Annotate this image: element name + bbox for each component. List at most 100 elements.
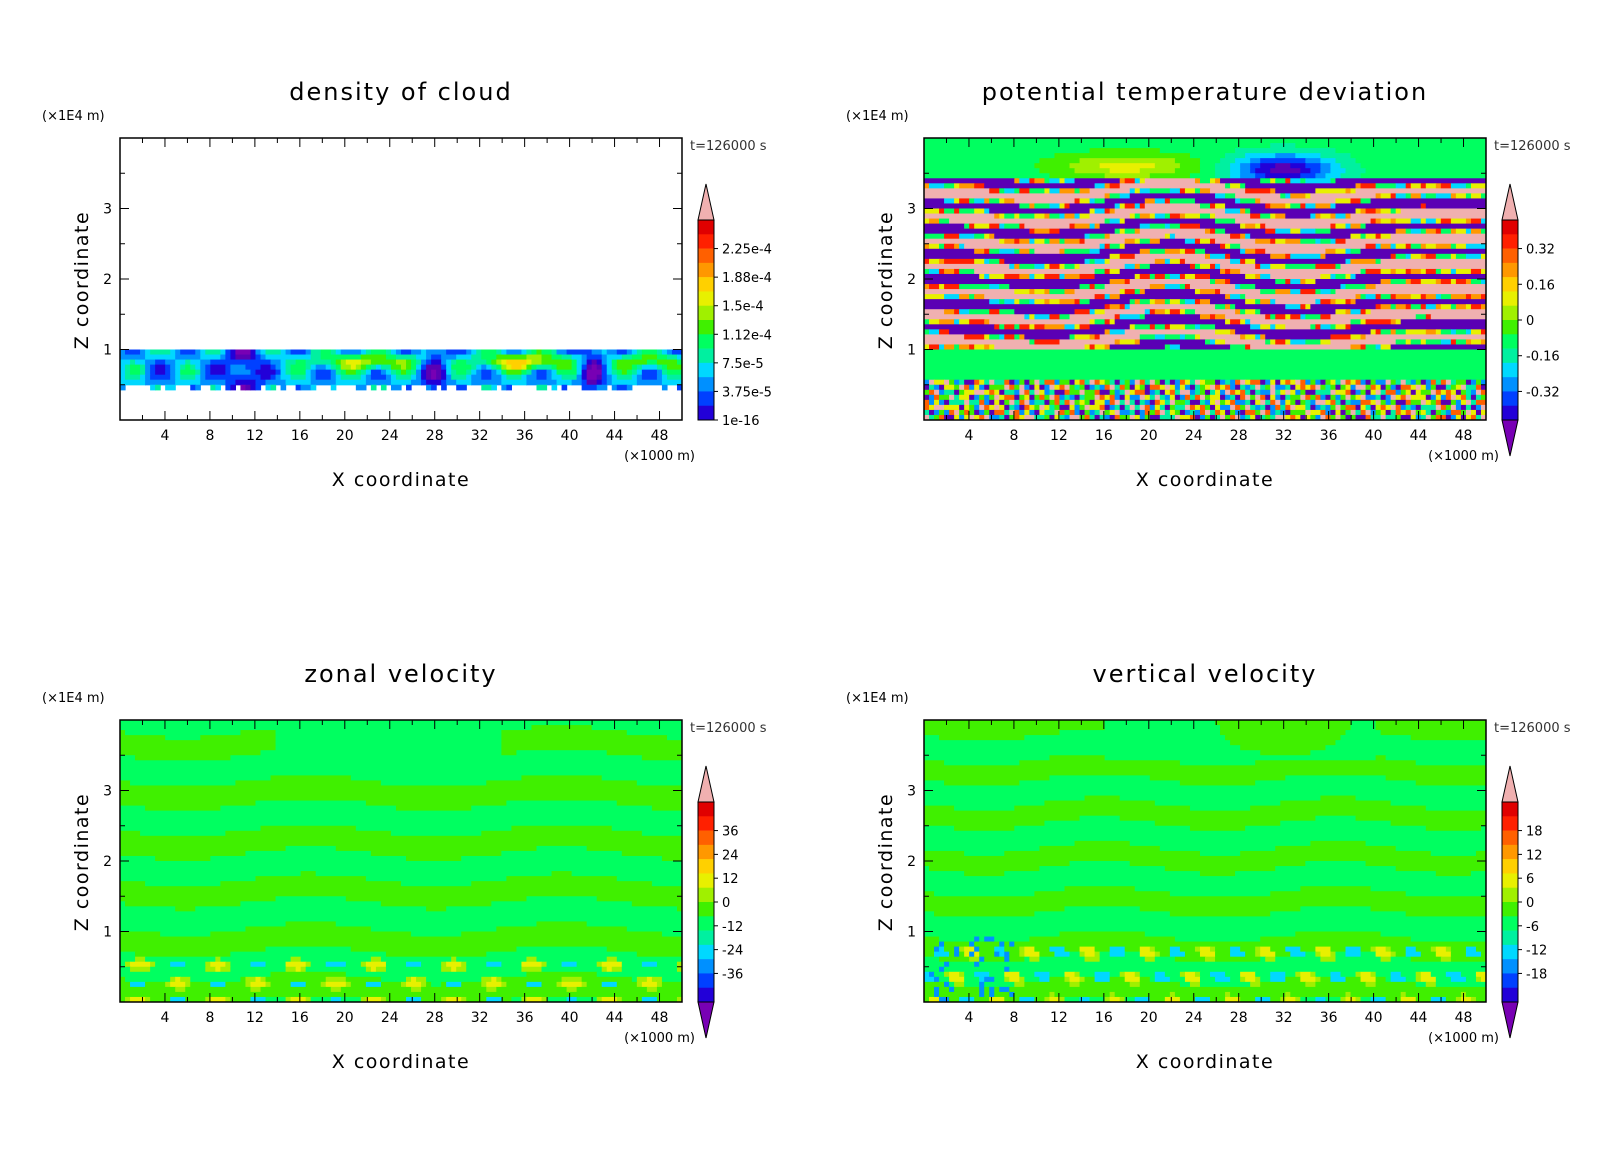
field-cell: [601, 379, 608, 386]
field-cell: [1099, 951, 1111, 958]
field-cell: [954, 951, 960, 958]
field-cell: [1014, 238, 1020, 245]
field-cell: [1104, 379, 1111, 386]
field-cell: [1365, 319, 1392, 325]
field-cell: [1089, 324, 1131, 330]
field-cell: [1139, 248, 1151, 255]
field-cell: [1450, 956, 1486, 963]
colorbar-label: 1.88e-4: [722, 271, 772, 286]
field-cell: [1300, 399, 1306, 406]
field-cell: [451, 956, 457, 963]
field-cell: [255, 876, 367, 882]
field-cell: [406, 976, 412, 983]
field-cell: [1134, 404, 1141, 411]
field-cell: [1270, 238, 1276, 245]
field-cell: [1174, 956, 1206, 963]
colorbar-label: 24: [722, 848, 739, 863]
colorbar-segment: [698, 887, 714, 903]
field-cell: [934, 911, 1035, 917]
field-cell: [536, 921, 588, 928]
field-cell: [1420, 414, 1427, 420]
colorbar-segment: [1502, 334, 1518, 349]
field-cell: [355, 825, 512, 832]
field-cell: [1069, 379, 1076, 386]
field-cell: [1144, 309, 1151, 315]
field-cell: [1300, 971, 1311, 978]
field-cell: [1230, 329, 1236, 335]
field-cell: [616, 876, 682, 882]
field-cell: [1335, 273, 1347, 280]
field-cell: [1360, 309, 1367, 315]
field-cell: [979, 936, 985, 943]
field-cell: [1159, 384, 1166, 391]
field-cell: [1330, 289, 1337, 295]
field-cell: [1199, 871, 1236, 877]
field-cell: [1114, 414, 1121, 420]
field-cell: [1210, 279, 1216, 285]
field-cell: [1275, 188, 1316, 194]
field-cell: [1380, 730, 1486, 736]
field-cell: [491, 364, 497, 371]
field-cell: [596, 896, 682, 902]
field-cell: [1410, 936, 1486, 943]
field-cell: [1265, 409, 1271, 416]
field-cell: [954, 981, 965, 988]
field-cell: [1480, 409, 1486, 416]
field-cell: [1395, 218, 1412, 225]
field-cell: [541, 354, 553, 361]
field-cell: [641, 374, 658, 381]
field-cell: [1435, 946, 1447, 953]
field-cell: [1144, 956, 1156, 963]
field-cell: [1054, 404, 1061, 411]
field-cell: [1134, 273, 1141, 280]
field-cell: [924, 871, 965, 877]
field-cell: [1390, 971, 1402, 978]
field-cell: [1395, 294, 1412, 300]
field-cell: [120, 976, 126, 983]
field-cell: [1089, 208, 1096, 215]
field-cell: [571, 359, 578, 366]
field-cell: [1164, 258, 1171, 265]
field-cell: [1159, 389, 1166, 396]
field-cell: [491, 384, 497, 391]
field-cell: [1325, 996, 1342, 1002]
field-cell: [974, 404, 980, 411]
field-cell: [1330, 971, 1342, 978]
field-cell: [1124, 289, 1136, 295]
field-cell: [1390, 956, 1412, 963]
field-cell: [1350, 384, 1357, 391]
field-cell: [531, 369, 538, 376]
field-cell: [954, 268, 960, 275]
field-cell: [1225, 193, 1236, 200]
field-cell: [285, 379, 312, 386]
field-cell: [1149, 248, 1166, 255]
field-cell: [1029, 384, 1035, 391]
field-cell: [431, 354, 442, 361]
field-cell: [265, 349, 282, 356]
field-cell: [120, 946, 267, 953]
colorbar-label: -12: [1526, 944, 1547, 959]
field-cell: [934, 991, 940, 998]
field-cell: [365, 981, 382, 988]
field-cell: [1225, 339, 1266, 346]
field-cell: [496, 349, 502, 356]
field-cell: [989, 971, 1005, 978]
colorbar-segment: [1502, 377, 1518, 392]
field-cell: [1350, 299, 1357, 305]
field-cell: [1245, 334, 1256, 341]
field-cell: [1149, 389, 1156, 396]
field-cell: [1340, 409, 1347, 416]
field-cell: [959, 284, 990, 290]
field-cell: [275, 730, 502, 736]
field-cell: [1395, 414, 1402, 420]
field-cell: [631, 901, 682, 907]
field-cell: [1199, 158, 1221, 164]
field-cell: [571, 354, 583, 361]
field-cell: [1079, 379, 1086, 386]
field-cell: [1089, 223, 1096, 230]
field-cell: [1450, 218, 1467, 225]
field-cell: [1109, 258, 1156, 265]
field-cell: [1014, 248, 1020, 255]
x-tick-label: 16: [1095, 428, 1113, 444]
field-cell: [656, 374, 663, 381]
